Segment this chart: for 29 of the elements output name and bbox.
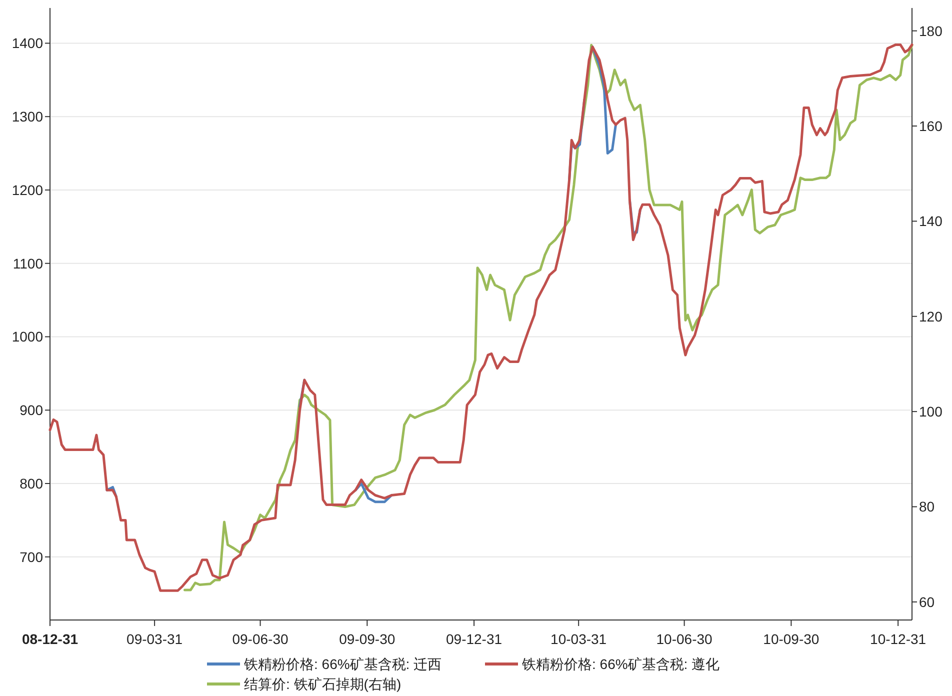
x-tick-label: 10-12-31: [870, 631, 926, 647]
x-tick-label: 09-06-30: [232, 631, 289, 647]
y-tick-label: 900: [20, 402, 44, 418]
x-tick-label: 10-06-30: [656, 631, 713, 647]
y-tick-label: 700: [20, 548, 44, 565]
legend-label: 铁精粉价格: 66%矿基含税: 遵化: [521, 656, 720, 672]
y2-tick-label: 140: [919, 213, 943, 230]
y2-tick-label: 100: [919, 404, 943, 420]
legend-label: 铁精粉价格: 66%矿基含税: 迁西: [243, 656, 442, 672]
y-tick-label: 1100: [12, 255, 44, 272]
y-tick-label: 800: [20, 476, 44, 492]
line-series: [184, 44, 914, 592]
y-tick-label: 1200: [12, 182, 44, 198]
x-tick-label: 10-09-30: [763, 631, 820, 647]
y-tick-label: 1300: [12, 108, 44, 125]
y2-tick-label: 120: [919, 308, 943, 324]
x-tick-label: 09-03-31: [126, 631, 183, 647]
line-series: [48, 43, 914, 592]
x-tick-label: 09-12-31: [446, 631, 502, 647]
legend-label: 结算价: 铁矿石掉期(右轴): [244, 676, 402, 692]
y-tick-label: 1000: [12, 328, 44, 345]
x-tick-label: 08-12-31: [22, 631, 78, 647]
x-tick-label: 10-03-31: [550, 631, 607, 647]
y2-tick-label: 60: [919, 594, 935, 610]
y2-tick-label: 180: [919, 22, 943, 39]
x-tick-label: 09-09-30: [339, 631, 396, 647]
y2-tick-label: 80: [919, 498, 935, 515]
y-tick-label: 1400: [12, 35, 44, 52]
y2-tick-label: 160: [919, 118, 943, 134]
